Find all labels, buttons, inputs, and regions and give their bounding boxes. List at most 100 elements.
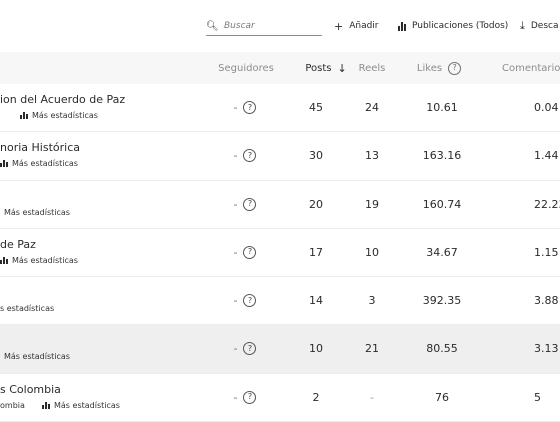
more-stats-label: Más estadísticas xyxy=(4,207,70,217)
column-likes-label: Likes xyxy=(416,62,443,74)
column-seguidores-label: Seguidores xyxy=(218,62,274,74)
posts-cell: 20 xyxy=(309,197,323,211)
publications-label: Publicaciones (Todos) xyxy=(412,21,509,31)
help-icon[interactable]: ? xyxy=(243,245,257,259)
posts-cell: 14 xyxy=(309,294,323,308)
account-location: ombia xyxy=(0,400,25,410)
download-button[interactable]: ⤓ Desca xyxy=(520,17,559,35)
more-stats-link[interactable]: Más estadísticas xyxy=(0,352,70,361)
help-icon[interactable]: ? xyxy=(243,197,257,211)
column-comentarios-label: Comentarios xyxy=(502,62,560,74)
comments-cell: 0.04 xyxy=(534,101,559,114)
followers-cell: -? xyxy=(220,132,270,179)
followers-value: - xyxy=(233,149,238,163)
followers-value: - xyxy=(233,342,238,356)
table-row[interactable]: Más estadísticas -? 10 21 80.55 3.13 xyxy=(0,325,560,374)
more-stats-link[interactable]: Más estadísticas xyxy=(0,159,78,168)
posts-cell: 2 xyxy=(312,390,320,404)
download-icon: ⤓ xyxy=(520,19,525,32)
add-label: Añadir xyxy=(349,21,379,31)
followers-value: - xyxy=(233,294,238,308)
comments-cell: 1.15 xyxy=(534,245,559,259)
reels-cell: - xyxy=(370,390,374,404)
comments-cell: 5 xyxy=(534,390,541,404)
followers-value: - xyxy=(233,101,238,114)
help-icon[interactable]: ? xyxy=(243,342,257,356)
more-stats-link[interactable]: Más estadísticas xyxy=(20,111,98,120)
followers-cell: -? xyxy=(220,374,270,421)
more-stats-link[interactable]: s estadísticas xyxy=(0,304,54,313)
table-row[interactable]: s estadísticas -? 14 3 392.35 3.88 xyxy=(0,277,560,326)
search-input[interactable] xyxy=(224,21,314,31)
followers-cell: -? xyxy=(220,181,270,228)
posts-cell: 45 xyxy=(309,101,323,114)
account-name[interactable]: de Paz xyxy=(0,237,36,251)
reels-cell: 13 xyxy=(365,149,379,163)
column-posts[interactable]: Posts ↓ xyxy=(300,52,352,84)
account-name[interactable]: s Colombia xyxy=(0,382,61,396)
followers-value: - xyxy=(233,390,238,404)
help-icon[interactable]: ? xyxy=(243,390,257,404)
more-stats-label: Más estadísticas xyxy=(32,111,98,120)
reels-cell: 10 xyxy=(365,245,379,259)
followers-cell: -? xyxy=(220,229,270,276)
column-posts-label: Posts xyxy=(305,62,332,74)
account-name[interactable]: ion del Acuerdo de Paz xyxy=(0,93,126,106)
column-seguidores[interactable]: Seguidores xyxy=(218,52,274,84)
bar-chart-icon xyxy=(20,112,28,119)
help-icon[interactable]: ? xyxy=(243,294,257,308)
likes-cell: 10.61 xyxy=(426,101,458,114)
table-row[interactable]: de Paz Más estadísticas -? 17 10 34.67 1… xyxy=(0,228,560,278)
followers-cell: -? xyxy=(220,84,270,131)
column-comentarios[interactable]: Comentarios xyxy=(502,52,560,84)
toolbar: 🔍︎ + Añadir Publicaciones (Todos) ⤓ Desc… xyxy=(0,0,560,52)
posts-cell: 10 xyxy=(309,342,323,356)
table-header: Seguidores Posts ↓ Reels Likes ? Comenta… xyxy=(0,52,560,85)
likes-cell: 34.67 xyxy=(426,245,458,259)
followers-cell: -? xyxy=(220,277,270,324)
comments-cell: 22.23 xyxy=(534,197,560,211)
help-icon[interactable]: ? xyxy=(448,61,462,75)
followers-value: - xyxy=(233,245,238,259)
bar-chart-icon xyxy=(398,21,406,31)
more-stats-link[interactable]: Más estadísticas xyxy=(0,208,70,217)
reels-cell: 24 xyxy=(365,101,379,114)
publications-filter-button[interactable]: Publicaciones (Todos) xyxy=(398,17,508,35)
help-icon[interactable]: ? xyxy=(243,149,257,163)
likes-cell: 80.55 xyxy=(426,342,458,356)
account-name[interactable]: noria Histórica xyxy=(0,141,80,155)
bar-chart-icon xyxy=(0,160,8,168)
download-label: Desca xyxy=(530,21,559,31)
table-row[interactable]: Más estadísticas -? 20 19 160.74 22.23 xyxy=(0,180,560,229)
followers-cell: -? xyxy=(220,325,270,372)
more-stats-label: s estadísticas xyxy=(0,304,55,314)
add-button[interactable]: + Añadir xyxy=(334,17,379,35)
followers-value: - xyxy=(233,197,238,211)
likes-cell: 392.35 xyxy=(422,294,462,308)
more-stats-label: Más estadísticas xyxy=(12,255,78,265)
table-row[interactable]: ion del Acuerdo de Paz Más estadísticas … xyxy=(0,84,560,133)
table-row[interactable]: noria Histórica Más estadísticas -? 30 1… xyxy=(0,132,560,181)
column-likes[interactable]: Likes ? xyxy=(414,52,464,84)
likes-cell: 76 xyxy=(435,390,449,404)
likes-cell: 163.16 xyxy=(422,149,462,163)
search-box[interactable]: 🔍︎ xyxy=(206,17,322,36)
comments-cell: 1.44 xyxy=(534,149,559,163)
search-icon: 🔍︎ xyxy=(206,20,219,32)
more-stats-link[interactable]: Más estadísticas xyxy=(42,401,120,410)
plus-icon: + xyxy=(334,19,344,33)
posts-cell: 30 xyxy=(309,149,323,163)
reels-cell: 19 xyxy=(365,197,379,211)
table-body: ion del Acuerdo de Paz Más estadísticas … xyxy=(0,84,560,422)
reels-cell: 21 xyxy=(365,342,379,356)
comments-cell: 3.88 xyxy=(534,294,559,308)
sort-desc-icon: ↓ xyxy=(337,61,347,75)
help-icon[interactable]: ? xyxy=(243,101,257,114)
posts-cell: 17 xyxy=(309,245,323,259)
more-stats-label: Más estadísticas xyxy=(4,352,70,362)
column-reels[interactable]: Reels xyxy=(356,52,388,84)
table-row[interactable]: s Colombia ombia Más estadísticas -? 2 -… xyxy=(0,373,560,422)
bar-chart-icon xyxy=(0,256,8,264)
more-stats-link[interactable]: Más estadísticas xyxy=(0,256,78,265)
reels-cell: 3 xyxy=(368,294,376,308)
